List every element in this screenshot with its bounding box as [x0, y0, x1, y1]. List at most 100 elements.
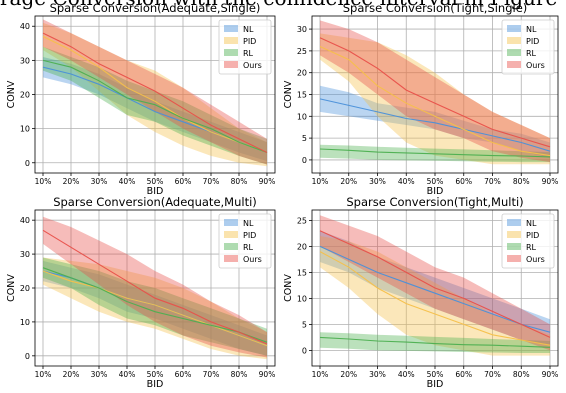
x-tick-label: 40% — [119, 370, 136, 379]
confidence-band-ours — [320, 20, 550, 163]
y-tick-label: 40 — [20, 216, 30, 225]
y-tick-label: 15 — [297, 268, 307, 277]
series-line-pid — [42, 270, 268, 347]
y-tick-label: 10 — [20, 125, 30, 134]
legend-swatch-rl — [507, 49, 521, 56]
confidence-band-ours — [320, 215, 550, 351]
legend-label-rl: RL — [526, 49, 537, 58]
legend-label-rl: RL — [243, 49, 254, 58]
y-tick-label: 30 — [20, 250, 30, 259]
series-line-ours — [42, 229, 268, 345]
confidence-band-rl — [43, 46, 267, 165]
x-tick-label: 40% — [398, 370, 415, 379]
x-tick-label: 50% — [427, 177, 444, 186]
y-axis-label: CONV — [6, 274, 17, 302]
y-tick-label: 20 — [297, 69, 307, 78]
legend-swatch-nl — [507, 219, 521, 226]
legend-label-nl: NL — [243, 219, 254, 228]
x-tick-label: 30% — [369, 177, 386, 186]
legend-swatch-rl — [507, 243, 521, 250]
legend-swatch-nl — [507, 25, 521, 32]
x-tick-label: 70% — [203, 370, 220, 379]
y-tick-label: 10 — [20, 318, 30, 327]
legend-swatch-nl — [224, 25, 238, 32]
legend-swatch-rl — [224, 49, 238, 56]
legend-label-pid: PID — [526, 231, 539, 240]
x-axis-label: BID — [427, 186, 444, 197]
x-tick-label: 50% — [147, 370, 164, 379]
confidence-band-pid — [43, 22, 267, 167]
y-tick-label: 0 — [25, 352, 30, 361]
x-tick-label: 30% — [91, 370, 108, 379]
y-tick-label: 25 — [297, 216, 307, 225]
x-tick-label: 20% — [63, 370, 80, 379]
x-tick-label: 20% — [340, 370, 357, 379]
legend-label-pid: PID — [526, 37, 539, 46]
x-axis-label: BID — [147, 186, 164, 197]
confidence-band-rl — [320, 332, 550, 353]
legend-label-nl: NL — [243, 25, 254, 34]
legend-label-nl: NL — [526, 219, 537, 228]
x-tick-label: 90% — [259, 370, 276, 379]
confidence-band-pid — [320, 33, 550, 165]
series-line-ours — [42, 32, 268, 153]
x-tick-label: 90% — [542, 177, 559, 186]
legend-swatch-ours — [224, 61, 238, 68]
x-tick-label: 60% — [175, 370, 192, 379]
x-tick-label: 10% — [35, 370, 52, 379]
x-tick-label: 80% — [513, 370, 530, 379]
confidence-band-rl — [43, 257, 267, 356]
chart-panel-2: Sparse Conversion(Tight,Single) 0 5 10 15 20 2… — [283, 1, 559, 197]
legend-swatch-pid — [224, 37, 238, 44]
series-line-rl — [319, 148, 551, 158]
x-tick-label: 40% — [398, 177, 415, 186]
chart-title: Sparse Conversion(Adequate,Multi) — [53, 195, 257, 209]
series-line-nl — [319, 98, 551, 152]
confidence-band-nl — [43, 260, 267, 356]
x-tick-label: 60% — [175, 177, 192, 186]
x-axis-label: BID — [147, 379, 164, 390]
series-line-rl — [319, 336, 551, 348]
legend-swatch-ours — [507, 61, 521, 68]
y-tick-label: 40 — [20, 22, 30, 31]
x-tick-label: 80% — [231, 177, 248, 186]
legend-label-ours: Ours — [526, 61, 545, 70]
x-tick-label: 10% — [312, 177, 329, 186]
legend: NL PID RL Ours — [501, 19, 555, 75]
legend: NL PID RL Ours — [501, 213, 555, 269]
chart-title: Sparse Conversion(Adequate,Single) — [50, 1, 261, 15]
legend-label-ours: Ours — [243, 61, 262, 70]
legend-swatch-pid — [507, 231, 521, 238]
x-tick-label: 60% — [455, 177, 472, 186]
x-tick-label: 90% — [259, 177, 276, 186]
legend-label-pid: PID — [243, 231, 256, 240]
legend-swatch-pid — [224, 231, 238, 238]
y-tick-label: 0 — [25, 159, 30, 168]
figure-caption-fragment: rage Conversion with the confidence inte… — [0, 0, 566, 10]
legend-swatch-ours — [224, 255, 238, 262]
x-tick-label: 30% — [369, 370, 386, 379]
legend-box — [501, 19, 555, 75]
confidence-band-nl — [320, 85, 550, 158]
legend-swatch-ours — [507, 255, 521, 262]
legend-box — [218, 213, 272, 269]
x-tick-label: 20% — [340, 177, 357, 186]
y-tick-label: 5 — [302, 320, 307, 329]
chart-title: Sparse Conversion(Tight,Multi) — [346, 195, 523, 209]
legend: NL PID RL Ours — [218, 19, 272, 75]
chart-panel-1: Sparse Conversion(Adequate,Single) 0 10 20 3… — [6, 1, 276, 197]
legend-swatch-rl — [224, 243, 238, 250]
x-tick-label: 30% — [91, 177, 108, 186]
y-axis-label: CONV — [283, 274, 294, 302]
y-tick-label: 25 — [297, 47, 307, 56]
legend-swatch-nl — [224, 219, 238, 226]
x-tick-label: 80% — [231, 370, 248, 379]
x-tick-label: 50% — [147, 177, 164, 186]
legend-box — [218, 19, 272, 75]
series-line-ours — [319, 37, 551, 148]
legend-swatch-pid — [507, 37, 521, 44]
x-tick-label: 60% — [455, 370, 472, 379]
confidence-band-pid — [43, 257, 267, 360]
x-tick-label: 10% — [312, 370, 329, 379]
x-tick-label: 80% — [513, 177, 530, 186]
